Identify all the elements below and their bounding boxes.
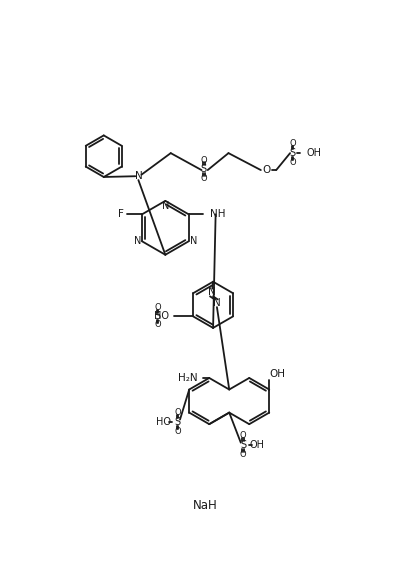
Text: N: N: [213, 298, 221, 308]
Text: N: N: [162, 201, 169, 211]
Text: S: S: [240, 440, 246, 450]
Text: S: S: [289, 148, 295, 158]
Text: S: S: [155, 311, 161, 321]
Text: N: N: [208, 287, 216, 297]
Text: NaH: NaH: [193, 498, 218, 511]
Text: O: O: [174, 427, 181, 436]
Text: O: O: [201, 174, 207, 183]
Text: HO: HO: [156, 417, 171, 427]
Text: O: O: [154, 303, 161, 312]
Text: OH: OH: [306, 148, 321, 158]
Text: S: S: [174, 417, 181, 427]
Text: F: F: [118, 209, 124, 219]
Text: S: S: [201, 164, 207, 174]
Text: H₂N: H₂N: [178, 373, 197, 383]
Text: O: O: [289, 139, 296, 149]
Text: O: O: [240, 431, 246, 440]
Text: OH: OH: [269, 369, 285, 379]
Text: N: N: [190, 236, 197, 246]
Text: O: O: [174, 408, 181, 417]
Text: N: N: [135, 171, 142, 181]
Text: O: O: [154, 320, 161, 329]
Text: O: O: [289, 158, 296, 167]
Text: NH: NH: [210, 209, 226, 219]
Text: OH: OH: [249, 440, 264, 450]
Text: O: O: [263, 165, 271, 175]
Text: O: O: [240, 449, 246, 459]
Text: HO: HO: [154, 311, 169, 321]
Text: O: O: [201, 156, 207, 164]
Text: N: N: [134, 236, 141, 246]
